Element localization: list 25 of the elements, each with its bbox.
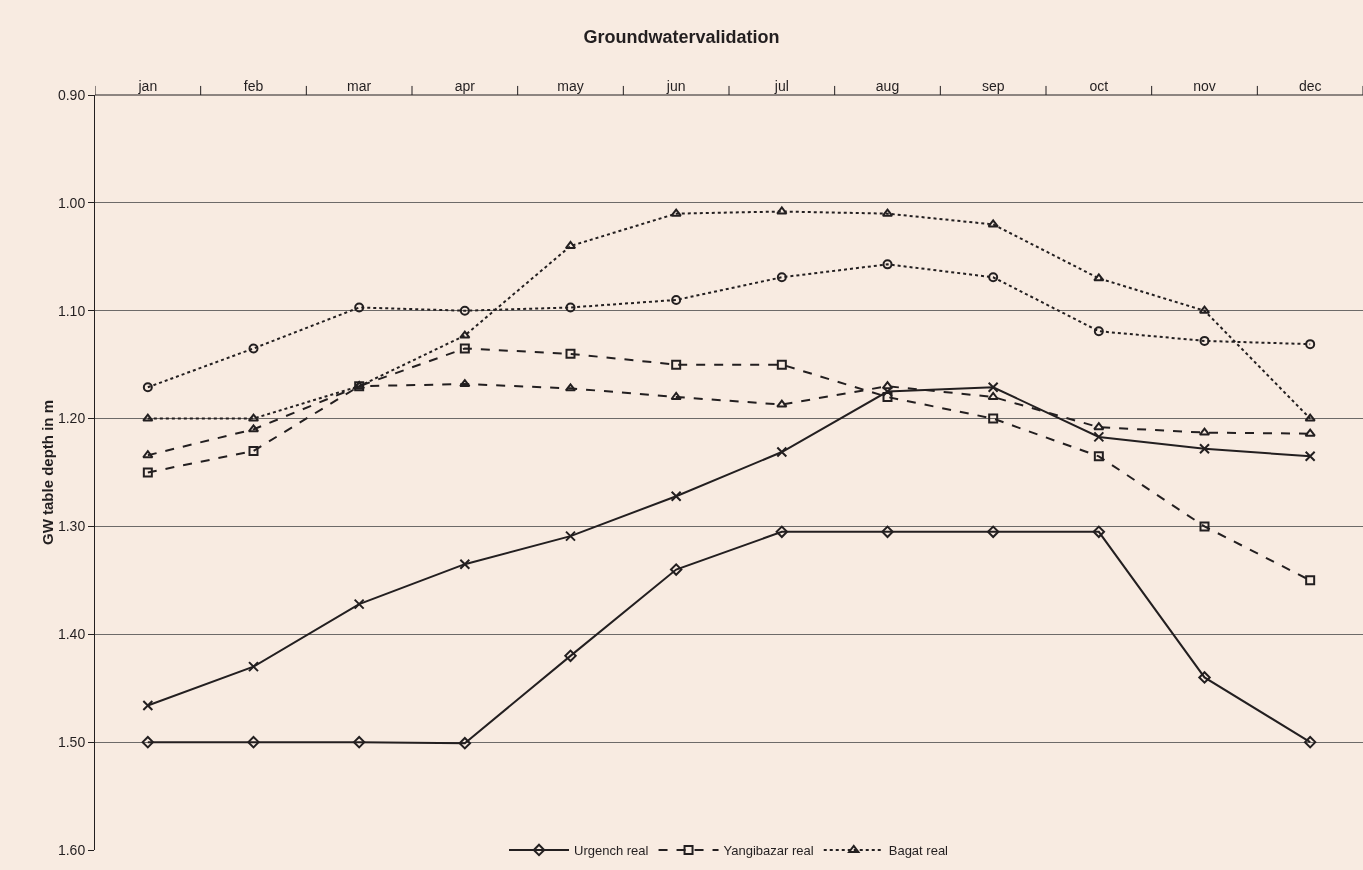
- x-tick-label: sep: [981, 78, 1005, 95]
- y-tick-label: 1.40: [57, 626, 86, 643]
- x-tick-label: nov: [1193, 78, 1216, 95]
- legend-label: Bagat real: [888, 843, 949, 859]
- x-tick-label: mar: [347, 78, 372, 95]
- x-tick-label: apr: [454, 78, 476, 95]
- y-tick-label: 1.20: [57, 410, 86, 427]
- x-tick-label: dec: [1298, 78, 1322, 95]
- chart-title: Groundwatervalidation: [583, 27, 780, 48]
- x-tick-label: oct: [1089, 78, 1109, 95]
- x-tick-label: jan: [137, 78, 158, 95]
- x-tick-label: jun: [665, 78, 686, 95]
- y-tick-label: 1.50: [57, 734, 86, 751]
- y-tick-label: 1.30: [57, 518, 86, 535]
- x-tick-label: feb: [243, 78, 264, 95]
- y-tick-label: 1.00: [57, 194, 86, 211]
- y-tick-label: 0.90: [57, 86, 86, 103]
- x-tick-label: aug: [875, 78, 900, 95]
- x-tick-label: may: [557, 78, 584, 95]
- legend-label: Yangibazar real: [723, 843, 814, 859]
- y-tick-label: 1.60: [57, 841, 86, 858]
- legend-label: Urgench real: [574, 843, 649, 859]
- y-axis-title: GW table depth in m: [38, 400, 56, 545]
- y-tick-label: 1.10: [57, 302, 86, 319]
- x-tick-label: jul: [773, 78, 789, 95]
